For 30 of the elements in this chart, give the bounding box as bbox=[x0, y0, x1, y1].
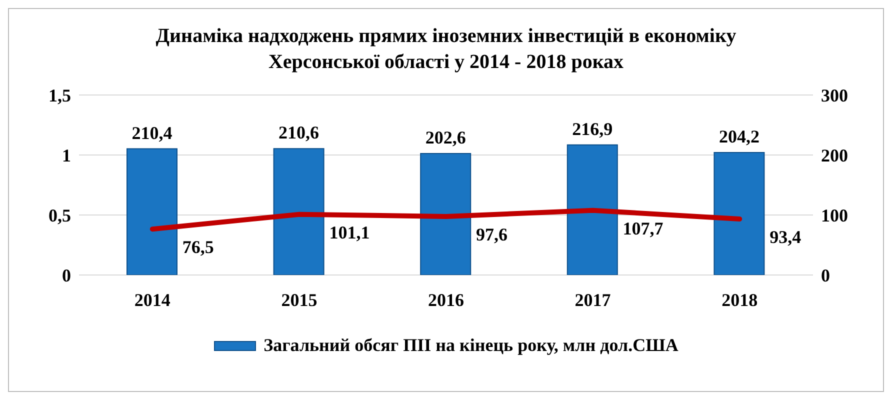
bar bbox=[126, 148, 178, 275]
data-label: 204,2 bbox=[718, 126, 760, 146]
y-tick-label: 0 bbox=[62, 265, 71, 286]
y-tick-label: 1,5 bbox=[48, 85, 71, 106]
x-tick-label: 2015 bbox=[281, 290, 318, 310]
data-label: 101,1 bbox=[329, 222, 370, 242]
bar bbox=[420, 152, 472, 275]
bar bbox=[273, 148, 324, 275]
data-label: 210,6 bbox=[278, 122, 320, 143]
legend-label: Загальний обсяг ПІІ на кінець року, млн дол.США bbox=[264, 335, 678, 356]
y2-tick-label: 100 bbox=[821, 205, 848, 226]
data-label: 107,7 bbox=[622, 218, 664, 238]
x-tick-label: 2014 bbox=[134, 290, 170, 310]
y-tick-label: 1 bbox=[62, 145, 71, 166]
bar bbox=[714, 152, 765, 275]
data-label: 76,5 bbox=[182, 237, 214, 258]
data-label: 216,9 bbox=[572, 118, 613, 139]
bar bbox=[566, 144, 618, 275]
x-tick-label: 2018 bbox=[722, 290, 758, 310]
y2-tick-label: 300 bbox=[821, 85, 848, 106]
x-tick-label: 2016 bbox=[428, 290, 464, 310]
data-label: 97,6 bbox=[476, 224, 508, 244]
data-label: 93,4 bbox=[770, 226, 802, 247]
x-tick-label: 2017 bbox=[574, 290, 611, 310]
y2-tick-label: 0 bbox=[821, 265, 830, 286]
y-tick-label: 0,5 bbox=[48, 205, 71, 226]
data-label: 210,4 bbox=[132, 122, 172, 143]
y2-tick-label: 200 bbox=[821, 145, 848, 166]
chart-title: Динаміка надходжень прямих іноземних інвестицій в економіку Херсонської області у 2014 - 2018 роках bbox=[154, 24, 738, 75]
data-label: 202,6 bbox=[425, 127, 466, 148]
